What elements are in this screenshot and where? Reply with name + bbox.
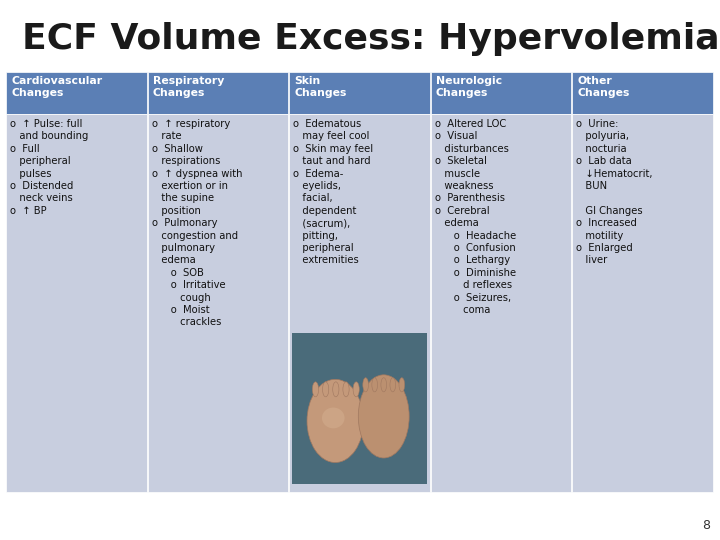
Text: Cardiovascular
Changes: Cardiovascular Changes [11, 76, 102, 98]
Text: ECF Volume Excess: Hypervolemia: ECF Volume Excess: Hypervolemia [22, 22, 719, 56]
Bar [289, 114, 430, 492]
Text: o  ↑ respiratory
   rate
o  Shallow
   respirations
o  ↑ dyspnea with
   exertio: o ↑ respiratory rate o Shallow respirati… [152, 119, 242, 327]
Bar [572, 114, 713, 492]
Text: o  Edematous
   may feel cool
o  Skin may feel
   taut and hard
o  Edema-
   eye: o Edematous may feel cool o Skin may fee… [293, 119, 374, 265]
Ellipse shape [359, 375, 409, 458]
Bar [289, 72, 430, 114]
Text: o  ↑ Pulse: full
   and bounding
o  Full
   peripheral
   pulses
o  Distended
  : o ↑ Pulse: full and bounding o Full peri… [10, 119, 89, 216]
Ellipse shape [372, 378, 377, 392]
Ellipse shape [333, 382, 339, 397]
Ellipse shape [343, 382, 349, 397]
Bar [572, 72, 713, 114]
Text: o  Urine:
   polyuria,
   nocturia
o  Lab data
   ↓Hematocrit,
   BUN

   GI Cha: o Urine: polyuria, nocturia o Lab data ↓… [577, 119, 653, 265]
Text: o  Altered LOC
o  Visual
   disturbances
o  Skeletal
   muscle
   weakness
o  Pa: o Altered LOC o Visual disturbances o Sk… [435, 119, 516, 315]
Text: Neurologic
Changes: Neurologic Changes [436, 76, 502, 98]
Text: 8: 8 [702, 519, 710, 532]
Bar [292, 333, 427, 484]
Ellipse shape [390, 378, 395, 392]
Bar [431, 114, 572, 492]
Ellipse shape [312, 382, 318, 397]
Text: Respiratory
Changes: Respiratory Changes [153, 76, 224, 98]
Ellipse shape [363, 378, 369, 392]
Bar [148, 72, 288, 114]
Bar [6, 72, 147, 114]
Ellipse shape [323, 382, 329, 397]
Ellipse shape [307, 380, 364, 463]
Bar [6, 114, 147, 492]
Ellipse shape [322, 408, 345, 428]
Bar [148, 114, 288, 492]
Ellipse shape [399, 378, 405, 392]
Bar [431, 72, 572, 114]
Ellipse shape [381, 378, 387, 392]
Ellipse shape [353, 382, 359, 397]
Text: Skin
Changes: Skin Changes [294, 76, 346, 98]
Text: Other
Changes: Other Changes [577, 76, 630, 98]
